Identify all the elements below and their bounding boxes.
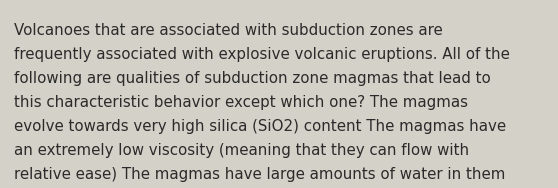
Text: following are qualities of subduction zone magmas that lead to: following are qualities of subduction zo… xyxy=(14,71,490,86)
Text: this characteristic behavior except which one? The magmas: this characteristic behavior except whic… xyxy=(14,95,468,110)
Text: frequently associated with explosive volcanic eruptions. All of the: frequently associated with explosive vol… xyxy=(14,47,510,62)
Text: an extremely low viscosity (meaning that they can flow with: an extremely low viscosity (meaning that… xyxy=(14,143,469,158)
Text: Volcanoes that are associated with subduction zones are: Volcanoes that are associated with subdu… xyxy=(14,23,442,38)
Text: evolve towards very high silica (SiO2) content The magmas have: evolve towards very high silica (SiO2) c… xyxy=(14,119,506,134)
Text: relative ease) The magmas have large amounts of water in them: relative ease) The magmas have large amo… xyxy=(14,167,506,182)
